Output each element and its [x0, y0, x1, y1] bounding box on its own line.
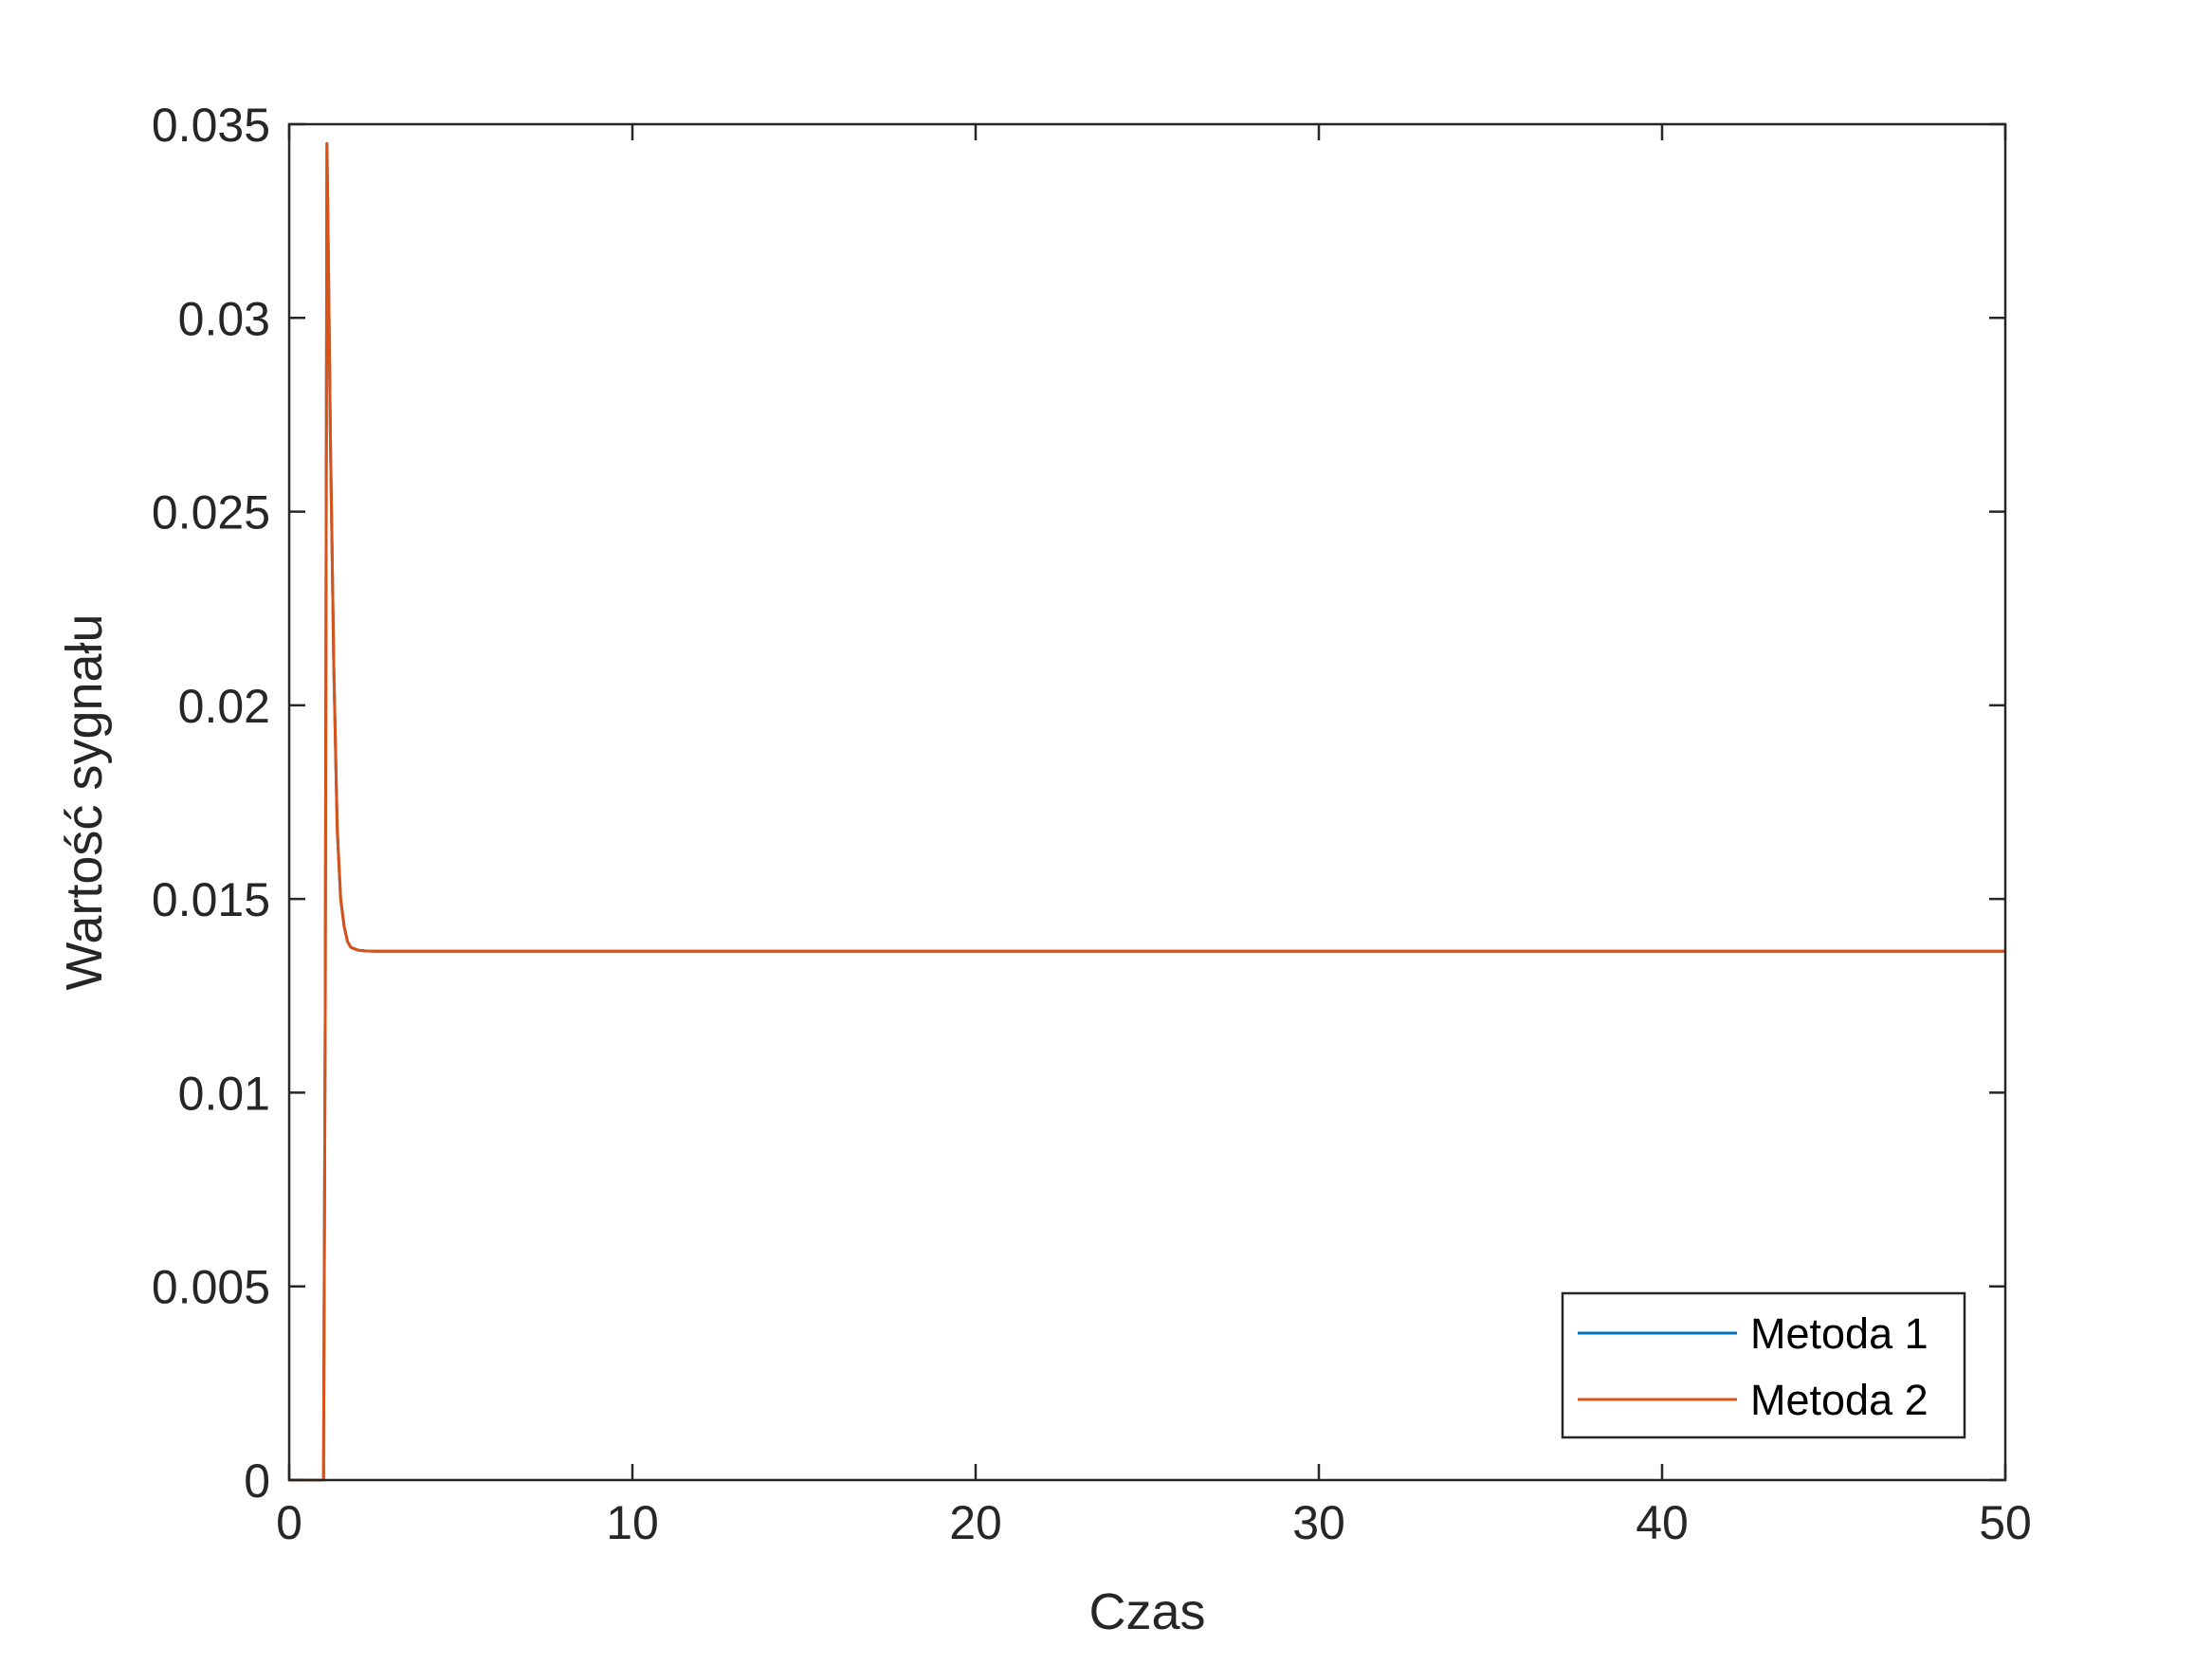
y-tick-label: 0.01	[178, 1067, 270, 1120]
y-tick-label: 0.005	[152, 1261, 270, 1314]
series-layer	[289, 141, 2005, 1482]
y-tick-label: 0.025	[152, 486, 270, 539]
y-tick-label: 0	[244, 1454, 270, 1508]
x-tick-label: 40	[1636, 1496, 1689, 1549]
x-tick-label: 10	[606, 1496, 659, 1549]
legend-box	[1561, 1291, 1966, 1439]
legend: Metoda 1 Metoda 2	[1561, 1291, 1966, 1439]
x-tick-label: 30	[1292, 1496, 1345, 1549]
x-axis-label: Czas	[1088, 1583, 1205, 1640]
legend-label-metoda-2: Metoda 2	[1750, 1376, 1929, 1424]
x-tick-label: 20	[949, 1496, 1002, 1549]
y-tick-label: 0.035	[152, 99, 270, 152]
y-tick-label: 0.02	[178, 680, 270, 733]
series-line-metoda-2	[289, 141, 2005, 1482]
y-axis-label: Wartość sygnału	[56, 613, 113, 990]
plot-area-frame	[287, 122, 2007, 1482]
ticks-layer: 0 10 20 30 40 50 0 0.005 0.01 0.015 0.02 0.025 0.03 0…	[152, 99, 2032, 1549]
y-tick-label: 0.015	[152, 873, 270, 926]
plot-area-background	[289, 124, 2005, 1480]
x-tick-label: 0	[276, 1496, 302, 1549]
x-tick-label: 50	[1979, 1496, 2032, 1549]
y-tick-label: 0.03	[178, 292, 270, 345]
legend-label-metoda-1: Metoda 1	[1750, 1309, 1929, 1358]
